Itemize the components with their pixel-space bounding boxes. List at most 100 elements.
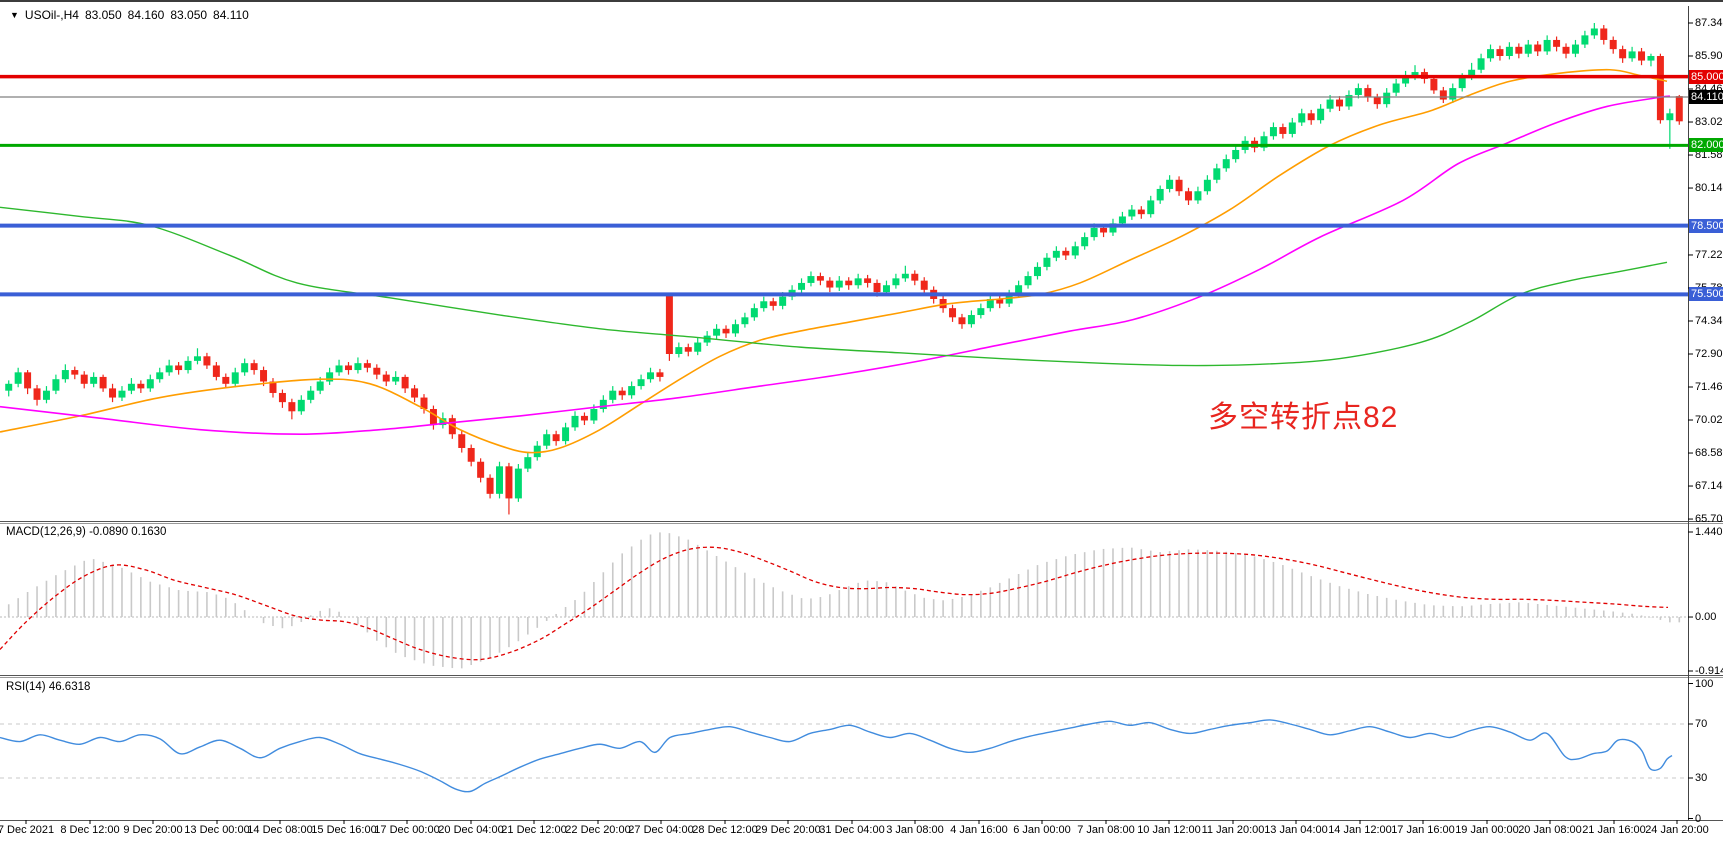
bull-candle (5, 383, 13, 391)
bear-candle (1175, 179, 1183, 192)
bear-candle (958, 317, 966, 325)
chart-text-annotation[interactable]: 多空转折点82 (1208, 401, 1399, 434)
bear-candle (250, 363, 258, 371)
bull-candle (1156, 188, 1164, 201)
bull-candle (127, 383, 135, 391)
bull-candle (326, 372, 334, 382)
price-scale-label: 85.900 (1695, 50, 1723, 62)
bear-candle (920, 280, 928, 290)
price-scale-badge: 84.110 (1689, 90, 1723, 105)
bull-candle (1571, 44, 1579, 54)
bull-candle (184, 360, 192, 371)
bull-candle (1015, 285, 1023, 295)
bull-candle (1666, 113, 1674, 121)
bull-candle (496, 466, 503, 494)
bear-candle (203, 356, 211, 366)
bull-candle (977, 308, 985, 316)
time-axis-label: 21 Dec 12:00 (501, 824, 567, 836)
bear-candle (486, 477, 494, 494)
price-scale-badge: 75.500 (1689, 287, 1723, 302)
bear-candle (1307, 113, 1315, 121)
bear-candle (278, 392, 286, 403)
time-axis-label: 13 Jan 04:00 (1264, 824, 1328, 836)
ma-mid-magenta (0, 95, 1671, 436)
bear-candle (269, 381, 277, 393)
macd-scale-label: -0.9144 (1695, 665, 1723, 677)
chart-title-bar: ▼ USOil-,H4 83.050 84.160 83.050 84.110 (10, 8, 249, 22)
bear-candle (1600, 28, 1608, 40)
bull-candle (854, 278, 862, 286)
bull-candle (1317, 108, 1325, 121)
bull-candle (1269, 127, 1277, 137)
bull-candle (165, 365, 173, 373)
bear-candle (99, 376, 107, 389)
bull-candle (571, 415, 579, 428)
bear-candle (411, 388, 419, 398)
bull-candle (231, 372, 239, 384)
bear-candle (71, 370, 79, 375)
bear-candle (1439, 90, 1447, 100)
time-axis-label: 11 Jan 20:00 (1201, 824, 1265, 836)
bear-candle (33, 388, 41, 400)
bear-candle (996, 298, 1004, 304)
time-axis-label: 10 Jan 12:00 (1137, 824, 1201, 836)
bear-candle (1100, 227, 1108, 233)
bull-candle (146, 379, 154, 389)
bull-candle (1449, 88, 1457, 100)
time-axis-label: 20 Jan 08:00 (1518, 824, 1582, 836)
bull-candle (1043, 257, 1051, 267)
bull-candle (193, 356, 201, 361)
macd-scale-label: 0.00 (1695, 611, 1717, 624)
quote-low: 83.050 (170, 8, 208, 22)
bull-candle (779, 296, 787, 306)
bear-candle (1534, 44, 1542, 52)
time-axis-label: 21 Jan 16:00 (1582, 824, 1646, 836)
bull-candle (835, 280, 843, 288)
bear-candle (939, 298, 947, 309)
bull-candle (1392, 83, 1400, 93)
time-axis-label: 29 Dec 20:00 (755, 824, 821, 836)
bear-candle (363, 363, 371, 368)
price-scale-badge: 78.500 (1689, 218, 1723, 233)
bear-candle (175, 365, 183, 371)
bear-candle (382, 374, 390, 382)
bull-candle (1128, 209, 1136, 217)
time-axis-label: 27 Dec 04:00 (628, 824, 694, 836)
time-axis-label: 8 Dec 12:00 (60, 824, 120, 836)
bull-candle (1109, 223, 1117, 233)
bear-candle (467, 447, 475, 462)
bear-candle (137, 383, 145, 389)
bull-candle (609, 390, 617, 400)
price-scale-label: 77.220 (1695, 248, 1723, 261)
bull-candle (1288, 122, 1296, 134)
bull-candle (882, 285, 890, 293)
bear-candle (1279, 127, 1287, 134)
rsi-indicator-title: RSI(14) 46.6318 (6, 681, 91, 693)
symbol-dropdown-icon[interactable]: ▼ (10, 10, 19, 20)
bull-candle (750, 308, 758, 318)
bear-candle (1430, 78, 1438, 91)
macd-indicator-title: MACD(12,26,9) -0.0890 0.1630 (6, 526, 167, 538)
bull-candle (1260, 136, 1268, 148)
bull-candle (335, 365, 343, 373)
bull-candle (297, 399, 305, 412)
bull-candle (524, 457, 532, 469)
bear-candle (109, 388, 117, 398)
price-scale-label: 65.700 (1695, 513, 1723, 526)
bull-candle (694, 342, 702, 352)
bear-candle (665, 295, 673, 354)
price-scale-label: 68.580 (1695, 447, 1723, 460)
bear-candle (1619, 49, 1627, 59)
bear-candle (1185, 191, 1192, 201)
bull-candle (90, 376, 98, 384)
price-scale-label: 87.340 (1695, 16, 1723, 29)
ma-slow-green (0, 206, 1668, 367)
bear-candle (722, 328, 730, 334)
bear-candle (656, 372, 664, 377)
bear-candle (552, 434, 560, 442)
bear-candle (1656, 56, 1664, 121)
time-axis-label: 31 Dec 04:00 (819, 824, 885, 836)
bull-candle (1505, 46, 1513, 56)
quote-open: 83.050 (84, 8, 122, 22)
